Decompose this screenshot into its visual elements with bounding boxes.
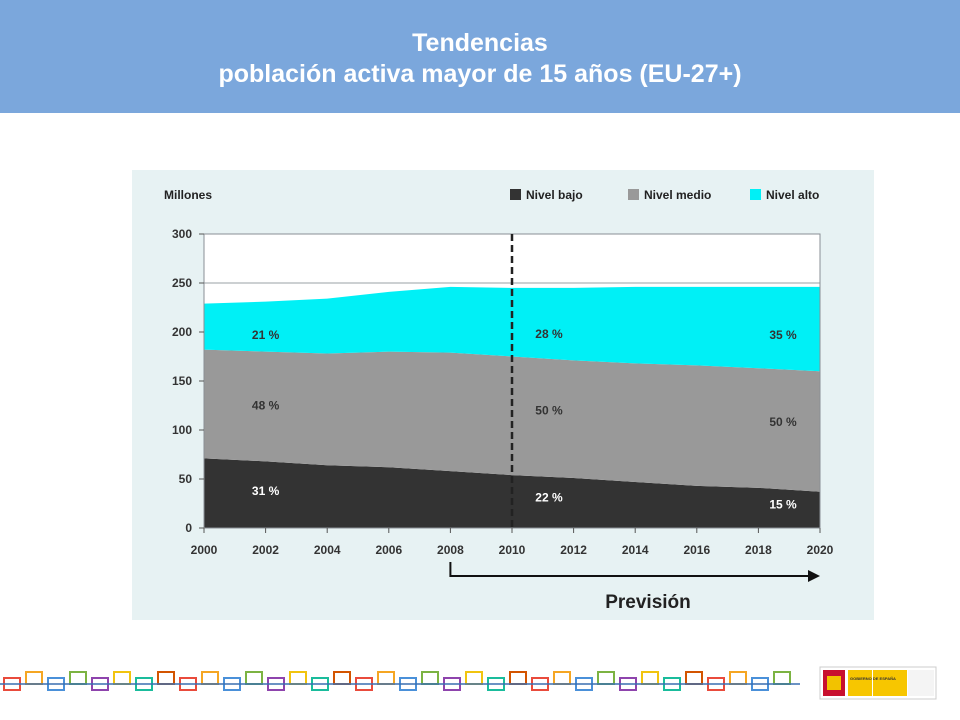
chain-link	[333, 671, 351, 685]
chain-link	[597, 671, 615, 685]
legend-label: Nivel medio	[644, 188, 711, 202]
chain-link	[201, 671, 219, 685]
chain-link	[113, 671, 131, 685]
chain-link	[641, 671, 659, 685]
y-tick-label: 0	[185, 521, 192, 535]
footer-decoration: GOBIERNO DE ESPAÑA	[0, 666, 937, 700]
x-tick-label: 2018	[745, 543, 772, 557]
x-tick-label: 2014	[622, 543, 649, 557]
y-tick-label: 50	[179, 472, 193, 486]
chain-link	[289, 671, 307, 685]
data-annotation: 28 %	[535, 327, 563, 341]
x-tick-label: 2010	[499, 543, 526, 557]
x-tick-label: 2006	[375, 543, 402, 557]
chain-link	[421, 671, 439, 685]
legend-swatch	[750, 189, 761, 200]
chain-link	[465, 671, 483, 685]
data-annotation: 15 %	[769, 497, 797, 511]
y-tick-label: 250	[172, 276, 192, 290]
legend-label: Nivel bajo	[526, 188, 583, 202]
y-tick-label: 100	[172, 423, 192, 437]
y-tick-label: 300	[172, 227, 192, 241]
forecast-arrow-head	[808, 570, 820, 582]
y-tick-label: 150	[172, 374, 192, 388]
stacked-area-chart: 0 50 100 150 200 250 300 2000 2002 2004 2006 2008 20…	[164, 188, 834, 613]
chain-link	[245, 671, 263, 685]
legend-swatch	[510, 189, 521, 200]
chain-link	[157, 671, 175, 685]
data-annotation: 31 %	[252, 484, 280, 498]
legend-label: Nivel alto	[766, 188, 819, 202]
y-axis-label: Millones	[164, 188, 212, 202]
forecast-arrow-line	[449, 562, 810, 577]
slide-subtitle: población activa mayor de 15 años (EU-27…	[218, 60, 742, 88]
coat-of-arms-shield-icon	[827, 676, 841, 690]
legend-swatch	[628, 189, 639, 200]
data-annotation: 21 %	[252, 328, 280, 342]
chain-link	[377, 671, 395, 685]
chain-link	[69, 671, 87, 685]
data-annotation: 50 %	[535, 403, 563, 417]
chain-link	[25, 671, 43, 685]
area-nivel-alto	[204, 286, 820, 372]
slide-title: Tendencias	[412, 29, 548, 57]
area-nivel-medio	[204, 349, 820, 492]
data-annotation: 22 %	[535, 491, 563, 505]
x-tick-label: 2008	[437, 543, 464, 557]
data-annotation: 35 %	[769, 328, 797, 342]
slide-header: Tendencias población activa mayor de 15 …	[0, 0, 960, 113]
chain-link	[509, 671, 527, 685]
chain-link	[773, 671, 791, 685]
x-tick-label: 2004	[314, 543, 341, 557]
x-tick-label: 2002	[252, 543, 279, 557]
x-tick-label: 2012	[560, 543, 587, 557]
x-tick-label: 2016	[683, 543, 710, 557]
chain-link	[553, 671, 571, 685]
logo-yellow-band	[848, 670, 872, 696]
logo-text: GOBIERNO DE ESPAÑA	[850, 676, 896, 681]
x-tick-label: 2000	[191, 543, 218, 557]
x-tick-label: 2020	[807, 543, 834, 557]
data-annotation: 48 %	[252, 399, 280, 413]
data-annotation: 50 %	[769, 415, 797, 429]
chain-link	[729, 671, 747, 685]
chain-link	[685, 671, 703, 685]
y-tick-label: 200	[172, 325, 192, 339]
forecast-label: Previsión	[605, 592, 691, 613]
logo-ministry-band	[873, 670, 907, 696]
chart-panel: 0 50 100 150 200 250 300 2000 2002 2004 2006 2008 20…	[132, 170, 874, 620]
logo-grey-band	[908, 670, 934, 696]
